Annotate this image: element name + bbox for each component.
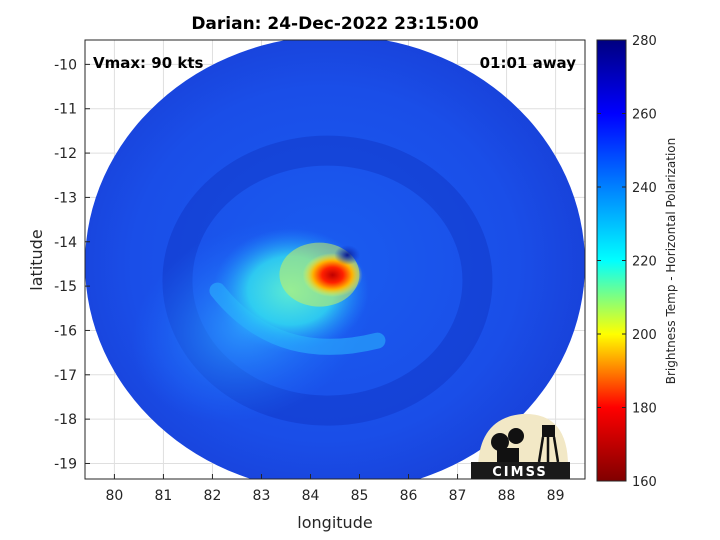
water-tower-icon [542, 425, 555, 437]
y-tick-label: -12 [54, 146, 77, 162]
colorbar-label: Brightness Temp - Horizontal Polarizatio… [664, 138, 678, 385]
satellite-dish-icon [491, 433, 509, 451]
x-tick-label: 83 [253, 488, 271, 504]
colorbar-gradient [596, 39, 627, 482]
colorbar-tick-label: 180 [632, 402, 657, 417]
y-axis-ticks: -10 -11 -12 -13 -14 -15 -16 -17 -18 -19 [54, 57, 90, 472]
colorbar: 280 260 240 220 200 180 160 Brightness Temp - … [596, 34, 678, 490]
vmax-annotation: Vmax: 90 kts [93, 54, 203, 72]
colorbar-tick-label: 260 [632, 108, 657, 123]
y-tick-label: -11 [54, 102, 77, 118]
logo-text: CIMSS [492, 465, 547, 480]
logo-dish-stand [497, 448, 519, 462]
cimss-logo: CIMSS [471, 413, 570, 480]
y-tick-label: -16 [54, 323, 77, 339]
x-tick-label: 81 [155, 488, 173, 504]
water-tower-legs [537, 436, 560, 463]
storm-eye [334, 245, 361, 266]
x-tick-label: 80 [105, 488, 123, 504]
x-axis-label: longitude [297, 513, 372, 532]
x-tick-label: 89 [547, 488, 565, 504]
x-tick-label: 82 [204, 488, 222, 504]
colorbar-tick-label: 240 [632, 181, 657, 196]
y-tick-label: -18 [54, 412, 77, 428]
x-axis-ticks: 80 81 82 83 84 85 86 87 88 89 [105, 474, 565, 504]
x-tick-label: 85 [351, 488, 369, 504]
x-tick-label: 87 [449, 488, 467, 504]
colorbar-tick-label: 220 [632, 255, 657, 270]
plot-frame [84, 39, 586, 480]
time-offset-annotation: 01:01 away [480, 54, 577, 72]
colorbar-ticks: 280 260 240 220 200 180 160 [597, 34, 657, 490]
logo-base [471, 462, 570, 479]
y-tick-label: -15 [54, 279, 77, 295]
x-tick-label: 88 [498, 488, 516, 504]
y-tick-label: -13 [54, 190, 77, 206]
y-tick-label: -19 [54, 456, 77, 472]
chart-title: Darian: 24-Dec-2022 23:15:00 [191, 14, 479, 34]
colorbar-tick-label: 160 [632, 475, 657, 490]
storm-features [131, 135, 493, 426]
colorbar-tick-label: 200 [632, 328, 657, 343]
colorbar-tick-label: 280 [632, 34, 657, 49]
y-tick-label: -17 [54, 368, 77, 384]
y-axis-label: latitude [27, 229, 46, 290]
satellite-dish-icon-2 [508, 428, 524, 444]
x-tick-label: 84 [302, 488, 320, 504]
y-tick-label: -14 [54, 235, 77, 251]
y-tick-label: -10 [54, 57, 77, 73]
x-tick-label: 86 [400, 488, 418, 504]
